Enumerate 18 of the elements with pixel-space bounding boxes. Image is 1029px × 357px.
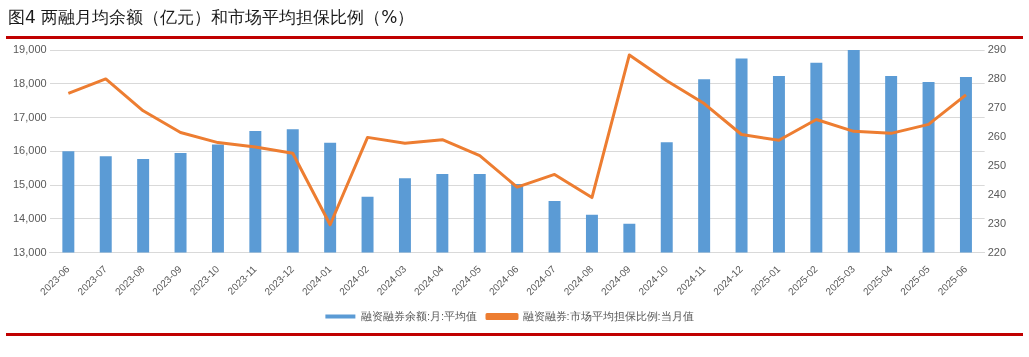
chart-title: 图4 两融月均余额（亿元）和市场平均担保比例（%） [8,6,415,29]
y2-tick-label: 250 [987,158,1007,171]
legend-label: 融资融券:市场平均担保比例:当月值 [522,309,694,322]
y-tick-label: 14,000 [12,211,47,224]
y-tick-label: 19,000 [12,43,47,56]
y2-tick-label: 230 [987,216,1007,229]
y-tick-label: 18,000 [12,76,47,89]
y2-tick-label: 270 [987,100,1007,113]
y2-tick-label: 280 [987,71,1007,84]
y-tick-label: 15,000 [12,178,47,191]
y2-tick-label: 260 [987,129,1007,142]
legend-label: 融资融券余额:月:平均值 [360,309,478,322]
y-tick-label: 17,000 [12,110,47,123]
y-tick-label: 16,000 [12,144,47,157]
y2-tick-label: 240 [987,187,1007,200]
y2-tick-label: 220 [987,245,1007,258]
y-tick-label: 13,000 [12,245,47,258]
y2-tick-label: 290 [987,43,1007,56]
